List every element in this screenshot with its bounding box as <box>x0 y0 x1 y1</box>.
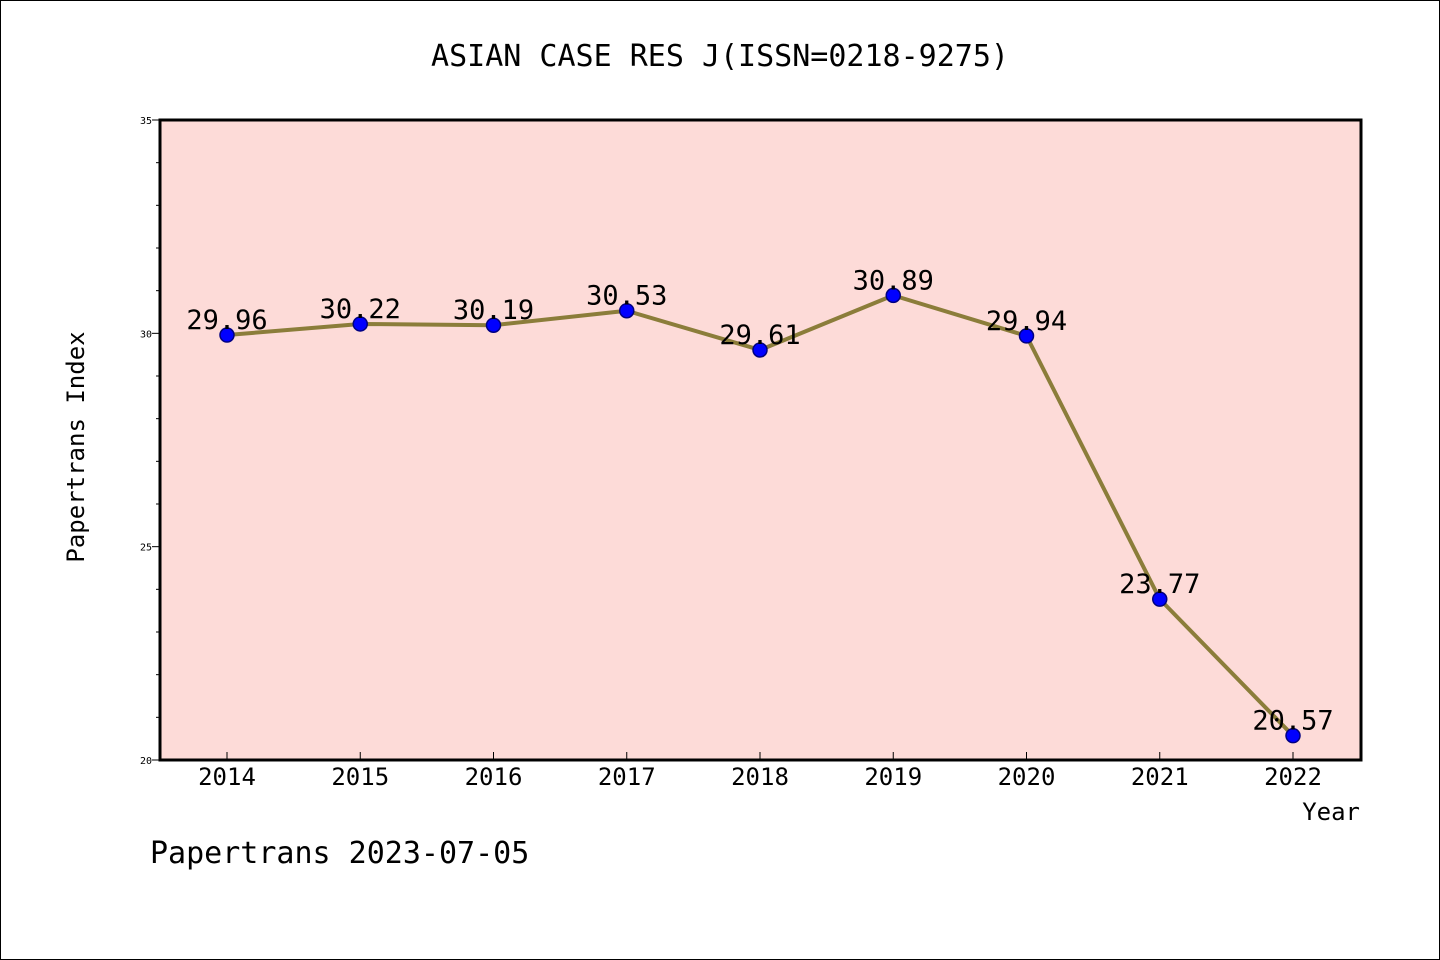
data-label: 29.61 <box>719 320 800 351</box>
x-tick-label: 2019 <box>864 763 922 791</box>
x-tick-label: 2015 <box>331 763 389 791</box>
chart-title: ASIAN CASE RES J(ISSN=0218-9275) <box>431 39 1009 74</box>
data-point <box>352 316 368 332</box>
data-point <box>1152 591 1168 607</box>
x-tick-label: 2018 <box>731 763 789 791</box>
y-tick-label: 30 <box>140 329 152 340</box>
data-point <box>752 342 768 358</box>
data-point <box>485 317 502 333</box>
data-label: 29.96 <box>186 305 267 336</box>
x-axis-title: Year <box>1302 798 1360 826</box>
x-tick-label: 2022 <box>1264 763 1322 791</box>
data-point <box>1285 727 1301 744</box>
data-point <box>619 302 635 319</box>
x-tick-label: 2020 <box>998 763 1056 791</box>
data-label: 30.19 <box>453 295 534 326</box>
y-tick-label: 20 <box>140 756 152 767</box>
y-tick-label: 25 <box>140 543 152 554</box>
data-label: 30.89 <box>853 265 934 296</box>
y-axis: 20 25 30 35 <box>140 116 160 767</box>
plot-area <box>158 118 1363 762</box>
data-label: 29.94 <box>986 306 1067 337</box>
data-label: 23.77 <box>1119 569 1200 600</box>
x-tick-label: 2014 <box>198 763 256 791</box>
x-axis: 2014 2015 2016 2017 2018 2019 2020 2021 2022 <box>198 752 1322 791</box>
x-tick-label: 2021 <box>1131 763 1189 791</box>
x-tick-label: 2017 <box>598 763 656 791</box>
x-tick-label: 2016 <box>465 763 523 791</box>
data-point <box>885 287 901 304</box>
data-label: 30.53 <box>586 281 667 312</box>
series-line-group <box>219 287 1301 744</box>
data-labels: 29.96 30.22 30.19 30.53 29.61 30.89 29.94 23.77… <box>186 265 1333 736</box>
data-point <box>1018 328 1035 344</box>
data-point <box>219 327 235 343</box>
data-label: 20.57 <box>1252 706 1333 737</box>
data-label: 30.22 <box>320 294 401 325</box>
y-tick-label: 35 <box>140 116 152 127</box>
y-axis-title: Papertrans Index <box>62 331 90 562</box>
footer-source-date: Papertrans 2023-07-05 <box>150 836 529 871</box>
